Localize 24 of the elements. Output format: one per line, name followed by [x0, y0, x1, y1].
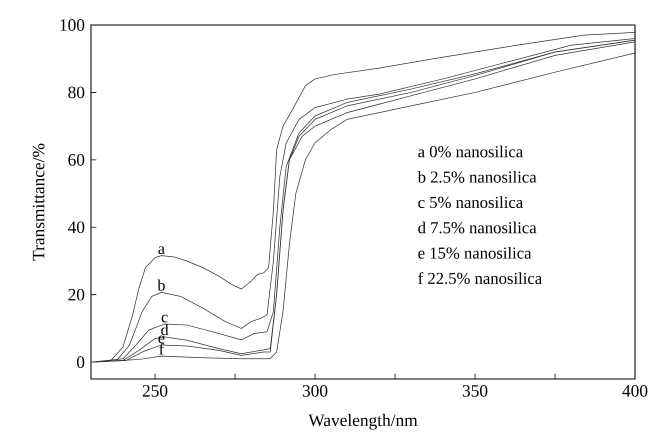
x-tick-label: 350 — [462, 385, 488, 397]
annotation: b 2.5% nanosilica — [418, 170, 536, 183]
x-tick-label: 250 — [142, 385, 168, 397]
series-label: e — [158, 336, 164, 344]
x-tick-label: 400 — [622, 385, 648, 397]
annotation: a 0% nanosilica — [418, 146, 523, 158]
y-tick-label: 0 — [76, 356, 84, 368]
series-label: d — [161, 324, 168, 336]
y-tick-label: 20 — [68, 288, 84, 301]
annotation: c 5% nanosilica — [418, 196, 523, 208]
series-label: f — [159, 343, 164, 354]
y-axis-title: Transmittance/% — [32, 144, 44, 261]
y-tick-label: 60 — [68, 154, 84, 166]
x-tick-label: 300 — [302, 385, 328, 397]
annotation: e 15% nanosilica — [418, 246, 532, 259]
series-label: a — [158, 246, 165, 254]
annotation: f 22.5% nanosilica — [418, 272, 542, 284]
y-tick-label: 40 — [68, 221, 84, 234]
series-label: b — [157, 279, 165, 291]
series-label: c — [162, 314, 168, 322]
x-axis-title: Wavelength/nm — [308, 414, 418, 430]
y-tick-label: 80 — [68, 86, 84, 98]
annotation: d 7.5% nanosilica — [418, 222, 536, 234]
y-tick-label: 100 — [60, 19, 84, 31]
